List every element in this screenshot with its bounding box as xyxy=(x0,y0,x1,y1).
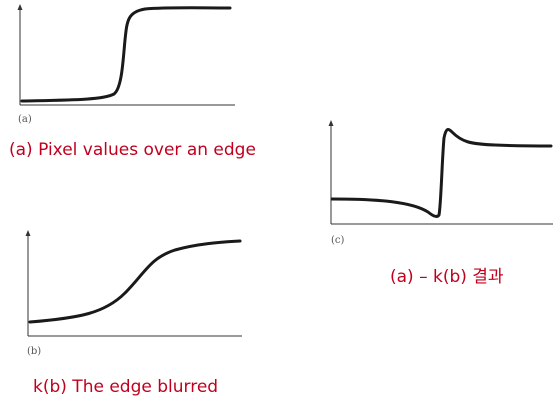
panel-c-tag: (c) xyxy=(331,235,345,246)
panel-c-curve xyxy=(330,128,553,218)
panel-c-y-arrow xyxy=(328,120,334,126)
panel-c-caption: (a) – k(b) 결과 xyxy=(390,267,504,287)
panel-a-plot: (a) xyxy=(17,4,235,125)
panel-b-y-arrow xyxy=(25,230,31,236)
panel-a-tag: (a) xyxy=(18,114,32,125)
panel-b-curve xyxy=(28,239,242,324)
panel-a-curve xyxy=(20,6,232,103)
panel-a-caption: (a) Pixel values over an edge xyxy=(9,140,256,160)
panel-b-plot: (b) xyxy=(25,230,242,357)
panel-b-tag: (b) xyxy=(27,346,41,357)
panel-c-plot: (c) xyxy=(328,120,553,246)
panel-a-y-arrow xyxy=(17,4,23,10)
panel-b-caption: k(b) The edge blurred xyxy=(33,377,219,397)
